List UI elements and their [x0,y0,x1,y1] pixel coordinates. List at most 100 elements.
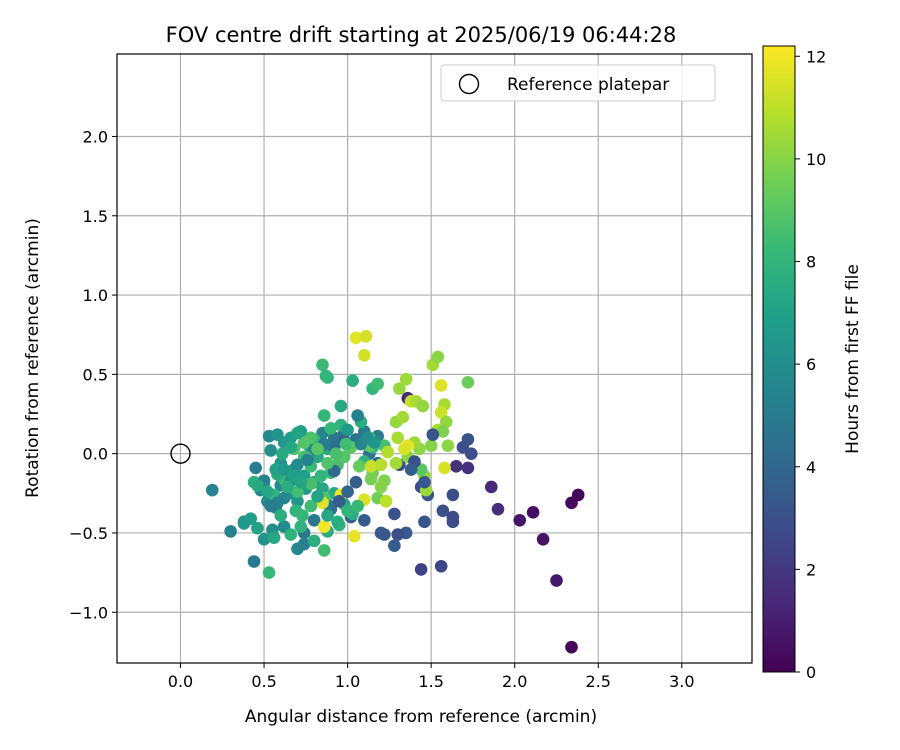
data-point [449,460,463,473]
data-point [274,509,288,522]
data-point [536,532,550,546]
data-point [296,509,309,522]
data-point [388,507,401,521]
data-point [364,460,378,473]
data-point [316,358,329,372]
data-point [347,529,361,543]
data-point [314,469,328,483]
data-point [307,513,321,527]
data-point [321,371,334,384]
x-tick-label: 3.0 [669,672,694,691]
data-point [237,517,251,530]
data-point [249,461,262,475]
colorbar-tick-label: 12 [806,47,826,66]
data-point [291,494,304,508]
y-tick-label: 0.5 [83,365,108,384]
data-point [426,428,440,441]
y-axis-ticks: −1.0 −0.5 0.0 0.5 1.0 1.5 2.0 [69,127,117,622]
data-point [346,374,359,388]
x-axis-label: Angular distance from reference (arcmin) [245,707,597,727]
data-point [446,488,460,502]
data-point [341,485,354,499]
grid [117,54,752,663]
data-point [414,563,428,576]
data-point [398,442,411,456]
data-point [329,447,343,460]
data-point [251,479,264,492]
data-point [257,532,271,546]
data-point [416,399,430,413]
data-point [284,528,298,541]
data-point [205,483,219,497]
colorbar-tick-label: 10 [806,150,826,169]
colorbar-tick-label: 0 [806,663,816,682]
legend-label: Reference platepar [507,75,669,95]
data-point [374,526,388,540]
data-point [364,472,378,486]
data-point [311,442,324,456]
data-point [399,372,413,386]
data-point [389,456,403,470]
colorbar-gradient [762,45,796,673]
data-point [404,463,418,476]
data-point [247,555,261,568]
x-tick-label: 0.5 [251,672,276,691]
data-point [317,409,331,422]
data-point [261,485,274,499]
data-point [304,477,318,491]
data-point [339,437,353,451]
data-point [491,502,505,516]
colorbar-tick-label: 6 [806,355,816,374]
data-point [276,447,289,460]
data-point [434,559,448,573]
data-point [264,499,278,513]
colorbar-label: Hours from first FF file [843,264,863,454]
colorbar-tick-label: 4 [806,458,816,477]
data-point [393,382,406,395]
data-point [294,475,308,489]
data-point [526,506,540,519]
data-point [324,421,338,435]
data-point [418,475,431,489]
data-point [461,461,475,475]
colorbar-tick-label: 8 [806,253,816,272]
data-point [291,458,304,472]
data-point [565,640,578,654]
plot-frame [116,53,753,664]
y-tick-label: −0.5 [69,524,108,543]
data-point [327,431,341,445]
colorbar-tick-label: 2 [806,560,816,579]
data-points [205,329,585,654]
legend-box [440,64,716,102]
data-point [446,510,460,524]
data-point [317,520,331,533]
data-point [332,494,346,508]
colorbar-ticks: 0 2 4 6 8 10 12 [795,47,826,682]
data-point [341,504,354,518]
x-tick-label: 1.5 [418,672,443,691]
data-point [456,441,470,454]
data-point [349,475,363,489]
data-point [436,425,450,438]
data-point [351,409,364,422]
data-point [439,415,453,429]
data-point [334,399,348,413]
data-point [396,410,410,424]
data-point [374,458,388,472]
y-tick-label: 1.5 [83,207,108,226]
x-tick-label: 2.5 [586,672,611,691]
data-point [349,331,363,345]
data-point [294,520,308,533]
data-point [461,375,475,389]
data-point [550,574,563,587]
data-point [267,531,281,545]
data-point [297,436,311,449]
data-point [391,528,405,541]
data-point [424,439,438,453]
legend: Reference platepar [440,64,716,102]
data-point [264,444,278,457]
data-point [301,453,314,467]
data-point [291,485,304,499]
data-point [434,379,448,392]
data-point [374,480,388,494]
